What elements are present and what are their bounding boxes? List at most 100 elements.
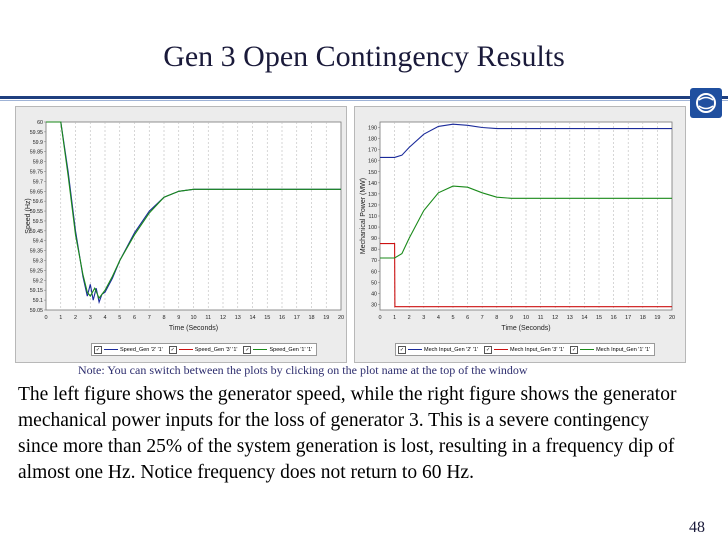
legend-item-speed-gen2[interactable]: Speed_Gen '2' '1' <box>104 347 163 353</box>
x-tick-label: 4 <box>103 315 106 321</box>
x-tick-label: 16 <box>279 315 285 321</box>
legend-item-speed-gen3[interactable]: Speed_Gen '3' '1' <box>178 347 237 353</box>
y-tick-label: 59.05 <box>30 308 43 314</box>
y-tick-label: 40 <box>371 291 377 297</box>
x-tick-label: 5 <box>118 315 121 321</box>
legend-swatch <box>408 349 422 350</box>
x-tick-label: 18 <box>308 315 314 321</box>
y-tick-label: 150 <box>368 170 377 176</box>
y-tick-label: 130 <box>368 192 377 198</box>
checkbox-icon[interactable]: ✓ <box>398 345 406 354</box>
speed-chart: 0 1 2 3 4 5 6 7 8 9 10 11 12 13 14 15 16 17 18 19 206059.955… <box>25 120 344 332</box>
page-number: 48 <box>689 519 705 536</box>
y-tick-label: 100 <box>368 225 377 231</box>
x-tick-label: 6 <box>133 315 136 321</box>
legend-label: Mech Input_Gen '2' '1' <box>424 346 479 353</box>
legend-swatch <box>253 349 268 350</box>
x-tick-label: 12 <box>220 315 226 321</box>
x-tick-label: 13 <box>567 315 573 321</box>
x-tick-label: 20 <box>669 315 675 321</box>
x-tick-label: 9 <box>177 315 180 321</box>
y-tick-label: 80 <box>371 247 377 253</box>
x-tick-label: 10 <box>523 315 529 321</box>
checkbox-icon[interactable]: ✓ <box>243 345 252 354</box>
legend-swatch <box>494 349 509 350</box>
logo-icon <box>690 88 722 118</box>
checkbox-icon[interactable]: ✓ <box>570 345 579 354</box>
y-tick-label: 59.9 <box>33 140 43 146</box>
series-line-1-0 <box>380 123 672 158</box>
y-axis-label: Mechanical Power (MW) <box>360 178 367 254</box>
x-tick-label: 19 <box>654 315 660 321</box>
series-line-1-1 <box>380 243 672 308</box>
y-tick-label: 59.3 <box>33 259 43 265</box>
y-tick-label: 59.1 <box>33 298 43 304</box>
y-tick-label: 160 <box>368 159 377 165</box>
y-tick-label: 59.85 <box>30 150 43 156</box>
x-tick-label: 4 <box>437 315 440 321</box>
y-tick-label: 140 <box>368 181 377 187</box>
checkbox-icon[interactable]: ✓ <box>484 345 493 354</box>
slide-title: Gen 3 Open Contingency Results <box>163 40 565 73</box>
legend-swatch <box>104 349 118 350</box>
speed-chart-legend: ✓ Speed_Gen '2' '1' ✓ Speed_Gen '3' '1' … <box>91 343 318 356</box>
legend-label: Speed_Gen '1' '1' <box>269 346 313 353</box>
power-chart: 0 1 2 3 4 5 6 7 8 9 10 11 12 13 14 15 16 17 18 19 2019018017… <box>360 121 675 332</box>
legend-item-speed-gen1[interactable]: Speed_Gen '1' '1' <box>253 347 312 353</box>
x-axis-label: Time (Seconds) <box>501 325 550 332</box>
legend-item-mech-gen1[interactable]: Mech Input_Gen '1' '1' <box>580 347 650 353</box>
y-tick-label: 59.95 <box>30 130 43 136</box>
x-tick-label: 2 <box>408 315 411 321</box>
x-tick-label: 0 <box>378 315 381 321</box>
x-tick-label: 1 <box>393 315 396 321</box>
x-tick-label: 16 <box>611 315 617 321</box>
x-tick-label: 14 <box>581 315 587 321</box>
x-tick-label: 12 <box>552 315 558 321</box>
checkbox-icon[interactable]: ✓ <box>94 345 102 354</box>
legend-swatch <box>178 349 193 350</box>
legend-item-mech-gen2[interactable]: Mech Input_Gen '2' '1' <box>408 347 478 353</box>
y-tick-label: 30 <box>371 302 377 308</box>
x-tick-label: 3 <box>89 315 92 321</box>
y-tick-label: 60 <box>37 120 43 126</box>
y-tick-label: 90 <box>371 236 377 242</box>
x-tick-label: 7 <box>481 315 484 321</box>
y-tick-label: 59.2 <box>33 278 43 284</box>
x-tick-label: 10 <box>190 315 196 321</box>
y-tick-label: 59.7 <box>33 179 43 185</box>
y-tick-label: 59.8 <box>33 160 43 166</box>
checkbox-icon[interactable]: ✓ <box>168 345 177 354</box>
x-tick-label: 20 <box>338 315 344 321</box>
y-tick-label: 59.6 <box>33 199 43 205</box>
switch-plots-note: Note: You can switch between the plots b… <box>78 363 528 377</box>
x-tick-label: 1 <box>59 315 62 321</box>
x-tick-label: 19 <box>323 315 329 321</box>
x-tick-label: 17 <box>294 315 300 321</box>
x-tick-label: 14 <box>249 315 255 321</box>
legend-label: Mech Input_Gen '3' '1' <box>510 346 565 353</box>
y-tick-label: 70 <box>371 258 377 264</box>
power-chart-panel: 0 1 2 3 4 5 6 7 8 9 10 11 12 13 14 15 16 17 18 19 20 190 180 17… <box>354 106 686 363</box>
y-axis-label: Speed (Hz) <box>25 198 32 233</box>
x-tick-label: 11 <box>538 315 544 321</box>
x-tick-label: 9 <box>510 315 513 321</box>
x-axis-label: Time (Seconds) <box>169 325 218 332</box>
y-tick-label: 190 <box>368 126 377 132</box>
y-tick-label: 59.5 <box>33 219 43 225</box>
series-line-0-1 <box>46 121 341 300</box>
x-tick-label: 11 <box>205 315 211 321</box>
x-tick-label: 13 <box>235 315 241 321</box>
x-tick-label: 5 <box>451 315 454 321</box>
title-rule-thin <box>0 100 728 101</box>
title-rule <box>0 96 728 99</box>
x-tick-label: 7 <box>148 315 151 321</box>
x-tick-label: 2 <box>74 315 77 321</box>
legend-label: Speed_Gen '2' '1' <box>120 346 163 353</box>
y-tick-label: 50 <box>371 280 377 286</box>
x-tick-label: 3 <box>422 315 425 321</box>
x-tick-label: 18 <box>640 315 646 321</box>
y-tick-label: 59.35 <box>30 249 43 255</box>
power-chart-legend: ✓ Mech Input_Gen '2' '1' ✓ Mech Input_Ge… <box>395 343 656 356</box>
y-tick-label: 110 <box>369 214 377 220</box>
legend-item-mech-gen3[interactable]: Mech Input_Gen '3' '1' <box>494 347 564 353</box>
